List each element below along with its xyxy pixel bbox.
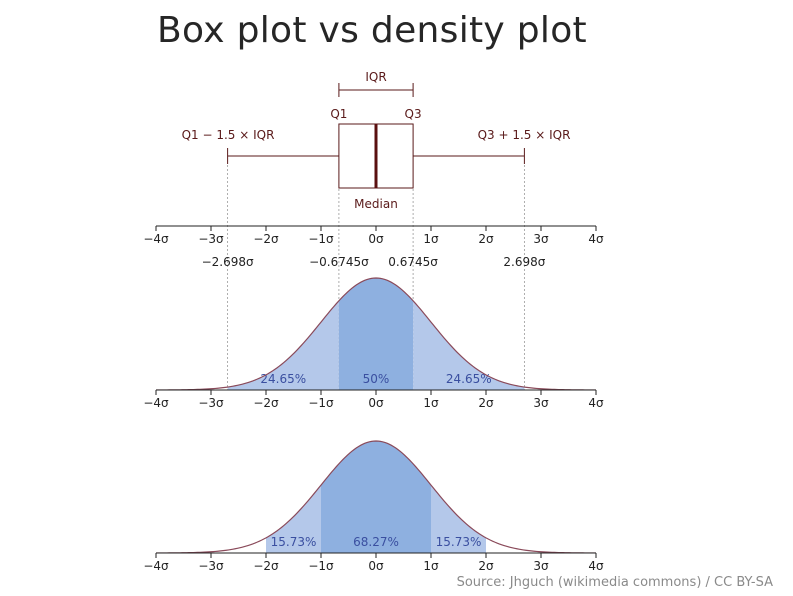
box-tick-label: 3σ (533, 232, 549, 246)
density1-tick-label: 4σ (588, 396, 604, 410)
median-label: Median (354, 197, 398, 211)
quantile-label: −2.698σ (202, 255, 254, 269)
density1-region-label: 50% (363, 372, 390, 386)
iqr-label: IQR (365, 70, 386, 84)
density1-region-label: 24.65% (260, 372, 306, 386)
box-tick-label: −2σ (253, 232, 279, 246)
density1-region (338, 278, 414, 390)
density1-tick-label: −1σ (308, 396, 334, 410)
quantile-label: 2.698σ (503, 255, 545, 269)
density-plot-sigma: 15.73% 68.27% 15.73% −4σ −3σ −2σ −1σ 0σ 1σ 2σ 3σ 4σ (143, 440, 604, 573)
density2-region-label: 15.73% (271, 535, 317, 549)
density2-tick-label: 2σ (478, 559, 494, 573)
quantile-label: 0.6745σ (388, 255, 438, 269)
density1-tick-label: 2σ (478, 396, 494, 410)
density2-tick-label: 4σ (588, 559, 604, 573)
box-plot: IQR Q1 Q3 Median Q1 − 1.5 × IQR Q3 + 1.5 × IQ… (143, 70, 604, 246)
density1-tick-label: −3σ (198, 396, 224, 410)
guide-lines (227, 165, 525, 390)
box-tick-label: −1σ (308, 232, 334, 246)
box-tick-label: −3σ (198, 232, 224, 246)
upper-fence-label: Q3 + 1.5 × IQR (478, 128, 571, 142)
density-plot-iqr: 24.65% 50% 24.65% −4σ −3σ −2σ −1σ 0σ 1σ 2σ 3σ 4σ −2.… (143, 255, 604, 410)
density1-tick-label: −2σ (253, 396, 279, 410)
density1-tick-label: 1σ (423, 396, 439, 410)
box-tick-label: 2σ (478, 232, 494, 246)
density1-region-label: 24.65% (446, 372, 492, 386)
density2-density-curve (155, 440, 597, 554)
density1-tick-label: 0σ (368, 396, 384, 410)
density2-tick-label: −2σ (253, 559, 279, 573)
density2-region-label: 68.27% (353, 535, 399, 549)
source-credit: Source: Jhguch (wikimedia commons) / CC … (456, 575, 773, 590)
lower-fence-label: Q1 − 1.5 × IQR (182, 128, 275, 142)
box-tick-label: 1σ (423, 232, 439, 246)
density1-tick-label: 3σ (533, 396, 549, 410)
density1-density-curve (155, 277, 597, 391)
box-tick-label: −4σ (143, 232, 169, 246)
density1-region (413, 300, 525, 390)
density2-region (321, 441, 431, 553)
density2-tick-label: −3σ (198, 559, 224, 573)
density2-tick-label: 1σ (423, 559, 439, 573)
quantile-label: −0.6745σ (309, 255, 369, 269)
box-tick-label: 4σ (588, 232, 604, 246)
q3-label: Q3 (405, 107, 422, 121)
density1-tick-label: −4σ (143, 396, 169, 410)
q1-label: Q1 (330, 107, 347, 121)
density2-tick-label: −1σ (308, 559, 334, 573)
density2-tick-label: 0σ (368, 559, 384, 573)
page-title: Box plot vs density plot (157, 10, 587, 51)
density2-tick-label: −4σ (143, 559, 169, 573)
box-tick-label: 0σ (368, 232, 384, 246)
density2-tick-label: 3σ (533, 559, 549, 573)
density2-region-label: 15.73% (436, 535, 482, 549)
density1-region (227, 300, 339, 390)
